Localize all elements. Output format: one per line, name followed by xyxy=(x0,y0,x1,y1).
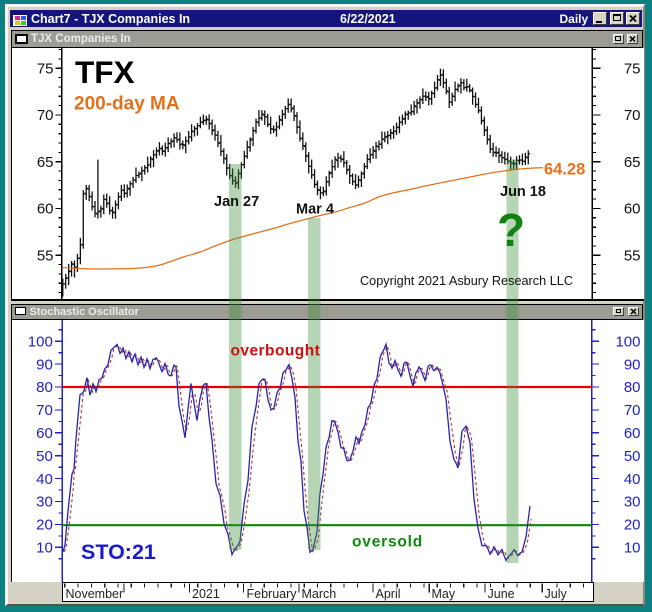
svg-text:200-day MA: 200-day MA xyxy=(74,94,180,115)
svg-text:10: 10 xyxy=(624,540,641,557)
svg-text:March: March xyxy=(302,587,337,601)
svg-text:TFX: TFX xyxy=(75,54,135,90)
svg-text:Copyright 2021 Asbury Research: Copyright 2021 Asbury Research LLC xyxy=(360,274,573,288)
svg-text:50: 50 xyxy=(36,448,53,465)
svg-text:2021: 2021 xyxy=(192,587,220,601)
svg-text:70: 70 xyxy=(37,107,54,124)
svg-text:60: 60 xyxy=(36,425,53,442)
svg-text:overbought: overbought xyxy=(231,343,321,360)
svg-text:70: 70 xyxy=(624,402,641,419)
svg-text:Jan 27: Jan 27 xyxy=(214,194,259,210)
svg-text:40: 40 xyxy=(624,471,641,488)
svg-text:64.28: 64.28 xyxy=(544,161,585,179)
svg-text:60: 60 xyxy=(624,425,641,442)
svg-text:60: 60 xyxy=(624,201,641,218)
svg-text:55: 55 xyxy=(624,247,641,264)
svg-text:60: 60 xyxy=(37,201,54,218)
svg-text:100: 100 xyxy=(615,333,640,350)
svg-text:75: 75 xyxy=(37,60,54,77)
svg-text:20: 20 xyxy=(624,517,641,534)
svg-text:90: 90 xyxy=(36,356,53,373)
svg-text:Jun 18: Jun 18 xyxy=(500,184,546,200)
svg-text:?: ? xyxy=(497,204,525,256)
svg-text:November: November xyxy=(66,587,124,601)
svg-text:oversold: oversold xyxy=(352,534,423,551)
svg-text:40: 40 xyxy=(36,471,53,488)
svg-text:30: 30 xyxy=(624,494,641,511)
svg-text:February: February xyxy=(247,587,298,601)
svg-text:10: 10 xyxy=(36,540,53,557)
svg-text:30: 30 xyxy=(36,494,53,511)
svg-text:75: 75 xyxy=(624,60,641,77)
svg-text:STO:21: STO:21 xyxy=(81,540,156,564)
svg-text:80: 80 xyxy=(624,379,641,396)
svg-text:June: June xyxy=(488,587,515,601)
svg-text:Mar 4: Mar 4 xyxy=(296,202,334,218)
svg-text:April: April xyxy=(376,587,401,601)
svg-text:May: May xyxy=(432,587,456,601)
svg-text:100: 100 xyxy=(28,333,53,350)
svg-text:20: 20 xyxy=(36,517,53,534)
svg-text:65: 65 xyxy=(37,154,54,171)
svg-text:70: 70 xyxy=(624,107,641,124)
svg-text:70: 70 xyxy=(36,402,53,419)
svg-text:50: 50 xyxy=(624,448,641,465)
svg-text:65: 65 xyxy=(624,154,641,171)
svg-text:80: 80 xyxy=(36,379,53,396)
svg-text:55: 55 xyxy=(37,247,54,264)
svg-text:90: 90 xyxy=(624,356,641,373)
svg-text:July: July xyxy=(545,587,568,601)
